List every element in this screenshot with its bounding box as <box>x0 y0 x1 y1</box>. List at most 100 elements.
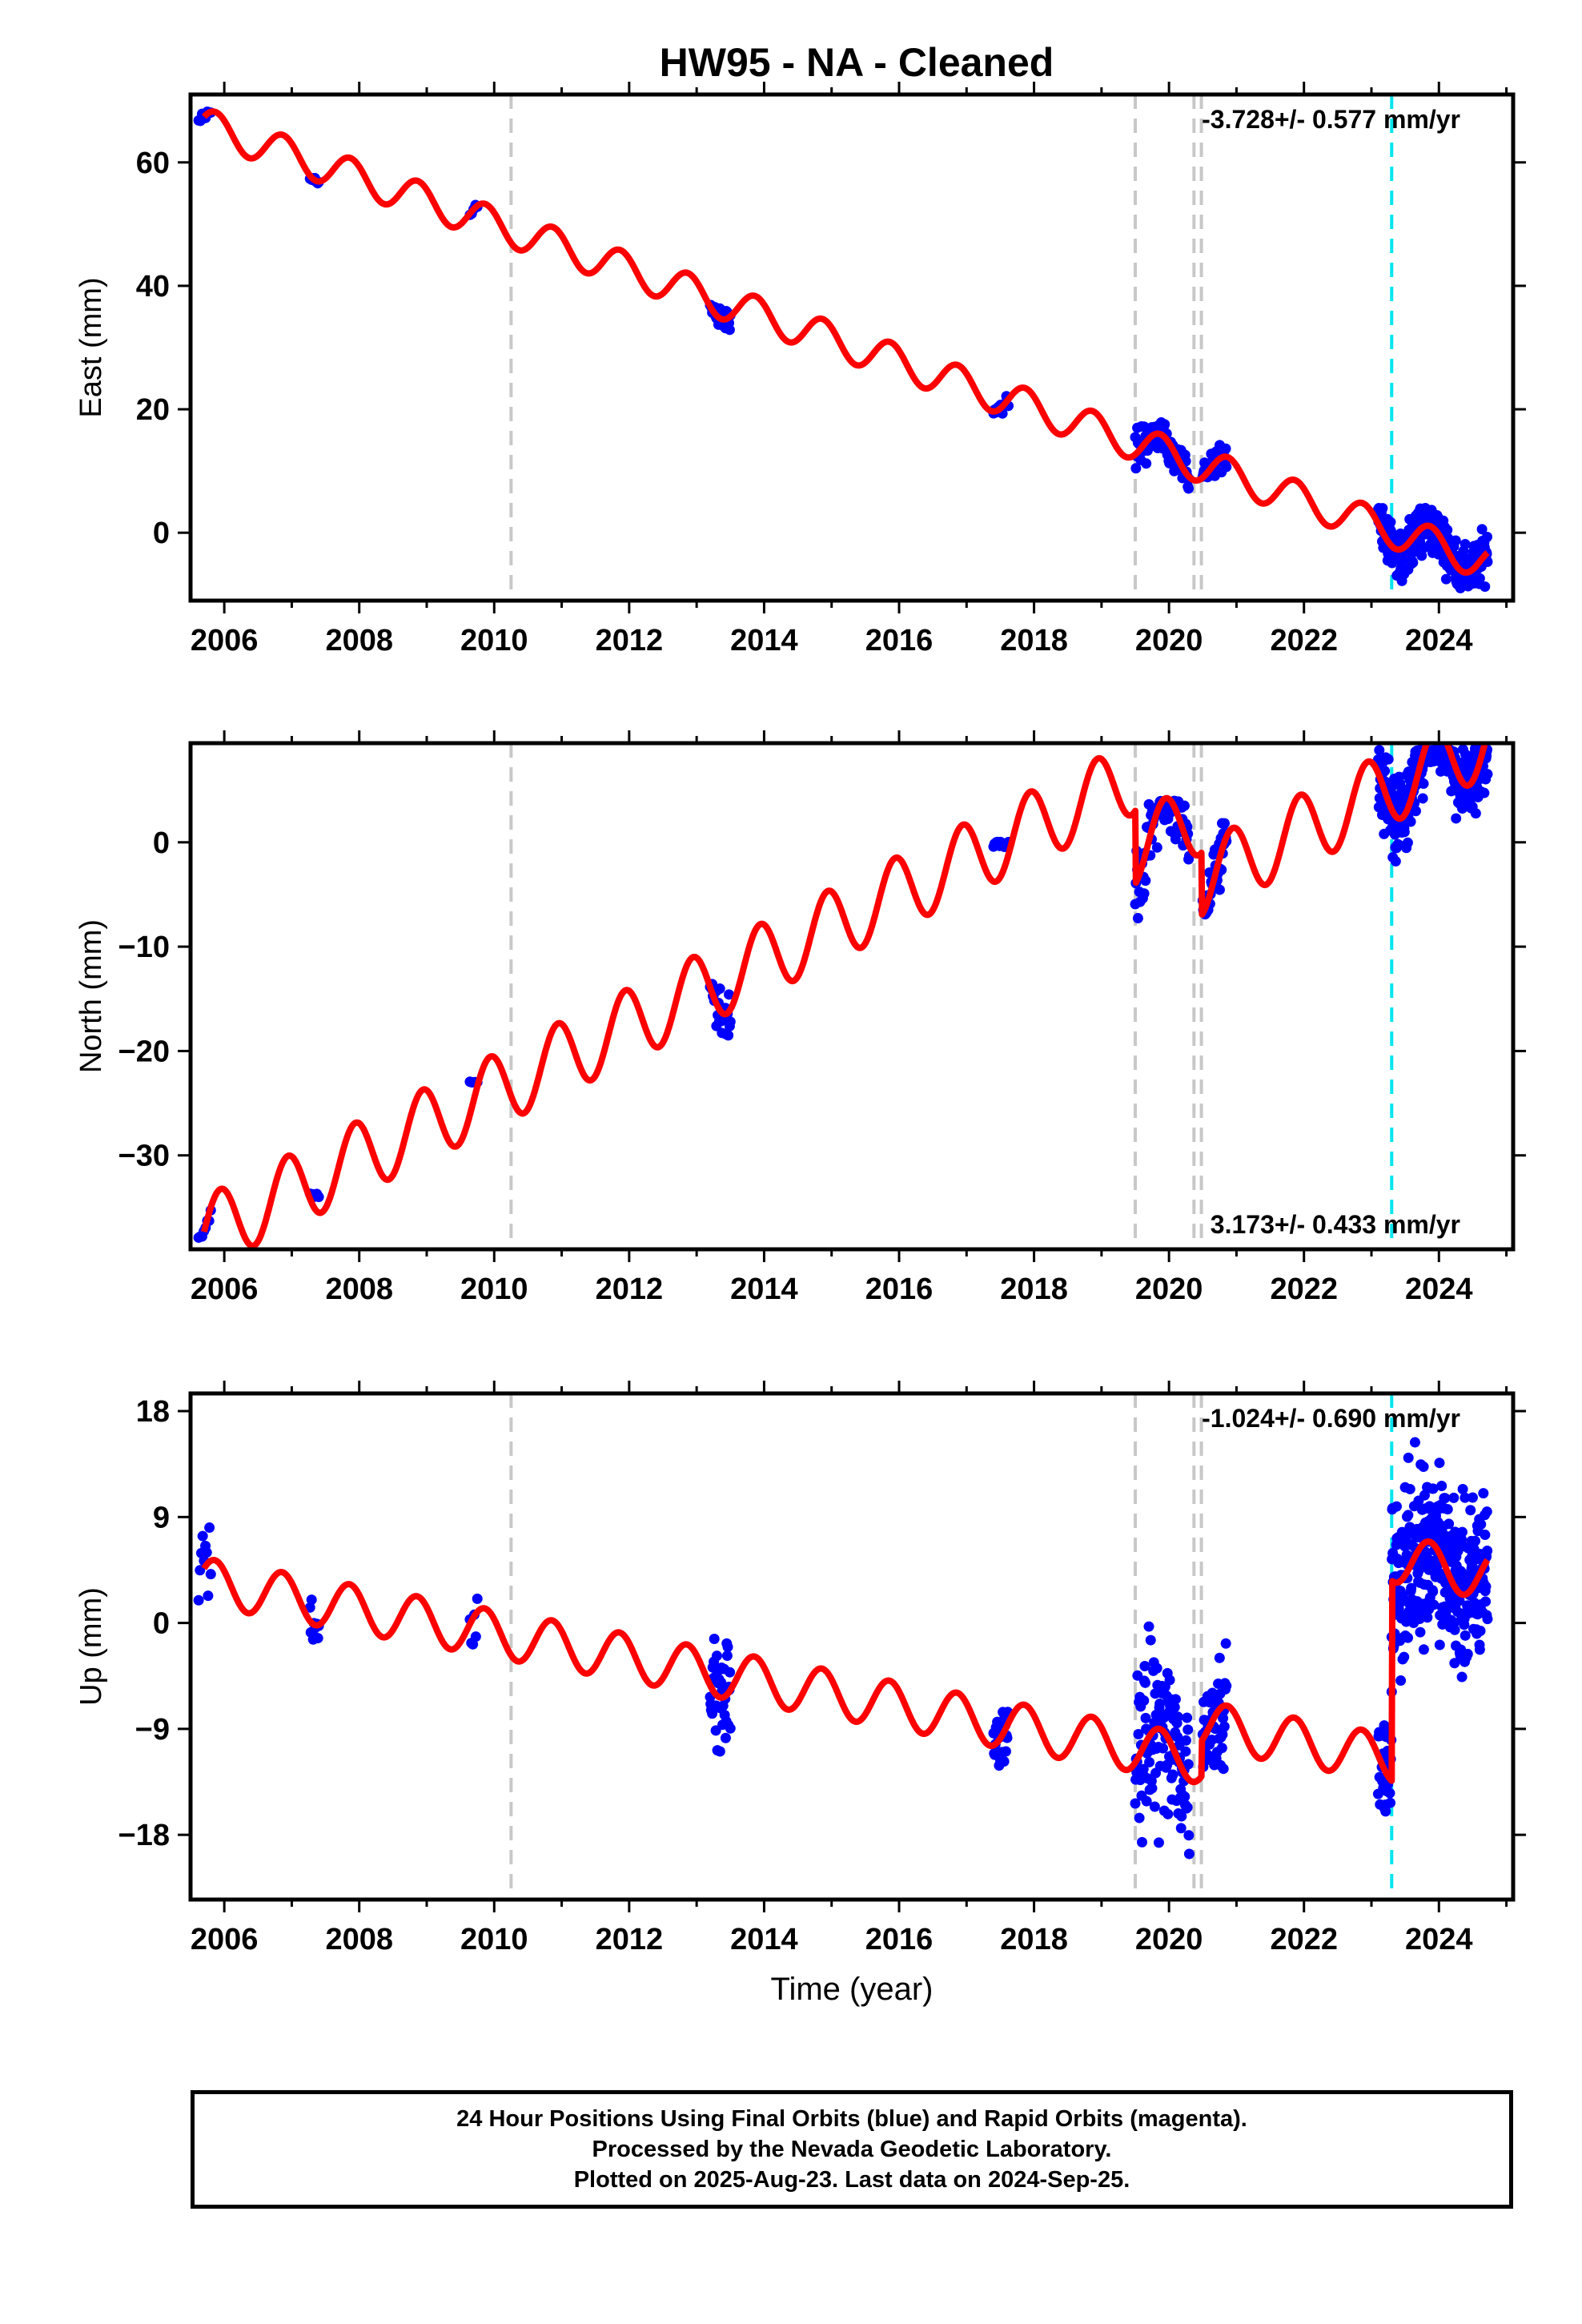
data-point <box>1140 1712 1151 1723</box>
data-point <box>1434 1458 1445 1469</box>
data-point <box>1448 1617 1460 1628</box>
data-point <box>721 1650 733 1661</box>
data-point <box>1151 1663 1162 1674</box>
x-tick-label: 2024 <box>1405 1923 1473 1956</box>
data-point <box>1164 1675 1175 1686</box>
data-point <box>1480 581 1491 592</box>
data-point <box>1467 1492 1478 1503</box>
data-point <box>1151 842 1162 853</box>
x-tick-label: 2016 <box>865 1273 934 1306</box>
data-point <box>709 1633 720 1644</box>
x-tick-label: 2020 <box>1135 1273 1203 1306</box>
y-tick-label: 9 <box>153 1501 170 1534</box>
model-fit-curve <box>201 743 1488 1249</box>
data-point <box>1221 461 1232 472</box>
data-point <box>1182 1712 1193 1723</box>
data-point <box>1449 1658 1460 1669</box>
data-point <box>1448 1492 1460 1503</box>
x-tick-label: 2018 <box>1000 624 1068 657</box>
data-point <box>1141 1795 1152 1807</box>
data-point <box>1167 1769 1178 1780</box>
data-point <box>1162 1808 1174 1819</box>
x-tick-label: 2012 <box>596 1923 664 1956</box>
data-point <box>197 1530 208 1542</box>
x-tick-label: 2006 <box>191 1923 259 1956</box>
data-point <box>1407 557 1419 569</box>
data-point <box>1207 1687 1218 1699</box>
data-point <box>1383 754 1394 765</box>
data-point <box>1475 1625 1486 1636</box>
data-point <box>714 983 725 995</box>
data-point <box>1440 573 1452 585</box>
data-point <box>1178 800 1190 811</box>
data-point <box>1395 778 1406 790</box>
data-point <box>1403 1632 1414 1643</box>
data-point <box>1139 1660 1150 1671</box>
data-point <box>1385 517 1396 528</box>
data-point <box>1176 1811 1187 1822</box>
data-point <box>1182 1802 1193 1813</box>
data-point <box>1465 1505 1476 1516</box>
panels-group: 2006 2008 2010 2012 2014 2016 2018 2020 2022 2024… <box>74 82 1526 2007</box>
data-point <box>1218 1713 1229 1724</box>
data-point <box>1460 539 1471 550</box>
data-point <box>998 1755 1010 1767</box>
data-point <box>1402 837 1413 848</box>
data-point <box>1180 1735 1191 1746</box>
data-point <box>1391 1501 1402 1512</box>
data-point <box>710 1725 721 1736</box>
data-point <box>716 1677 727 1688</box>
data-point <box>1216 1743 1227 1754</box>
data-point <box>1449 1624 1460 1635</box>
footer-line-3: Plotted on 2025-Aug-23. Last data on 202… <box>573 2167 1130 2193</box>
y-tick-label: −10 <box>118 931 170 964</box>
data-point <box>1219 818 1231 829</box>
y-tick-label: 0 <box>153 517 170 550</box>
data-point <box>1417 793 1428 804</box>
data-point <box>1482 531 1493 542</box>
x-tick-label: 2020 <box>1135 1923 1203 1956</box>
data-point <box>201 1547 212 1558</box>
data-point <box>1403 1510 1414 1521</box>
data-point <box>1132 913 1143 924</box>
plot-frame <box>188 1391 1516 1902</box>
data-point <box>1419 1490 1430 1501</box>
data-point <box>1221 1680 1232 1691</box>
data-point <box>725 1667 736 1678</box>
data-point <box>1385 1797 1396 1808</box>
data-point <box>1427 1586 1439 1597</box>
y-tick-label: −18 <box>118 1819 170 1852</box>
plot-frame <box>188 741 1516 1252</box>
data-point <box>312 1633 323 1644</box>
data-point <box>1414 1613 1425 1624</box>
data-point <box>1434 1639 1445 1651</box>
data-point <box>1379 766 1391 777</box>
y-tick-label: 20 <box>136 393 170 427</box>
data-point <box>707 1708 718 1719</box>
y-tick-label: 0 <box>153 1607 170 1641</box>
plot-area <box>193 94 1493 601</box>
x-tick-label: 2012 <box>596 624 664 657</box>
model-fit-curve <box>201 108 1491 576</box>
data-point <box>1214 884 1225 895</box>
plot-area <box>193 1393 1493 1900</box>
data-point <box>203 1590 214 1602</box>
data-point <box>1218 1763 1229 1775</box>
data-point <box>1380 1806 1391 1817</box>
data-point <box>1399 826 1410 838</box>
data-point <box>1145 1634 1156 1646</box>
data-point <box>1385 525 1396 537</box>
data-point <box>1476 524 1488 535</box>
data-point <box>1470 808 1481 819</box>
data-point <box>1415 1626 1426 1638</box>
data-point <box>304 1602 315 1613</box>
data-point <box>306 1594 317 1606</box>
data-point <box>1406 1582 1417 1594</box>
y-tick-label: 60 <box>136 147 170 180</box>
data-point <box>1451 813 1462 824</box>
data-point <box>1153 1837 1164 1848</box>
data-point <box>1140 875 1151 887</box>
data-point <box>1136 1836 1147 1848</box>
data-point <box>1462 1648 1473 1659</box>
